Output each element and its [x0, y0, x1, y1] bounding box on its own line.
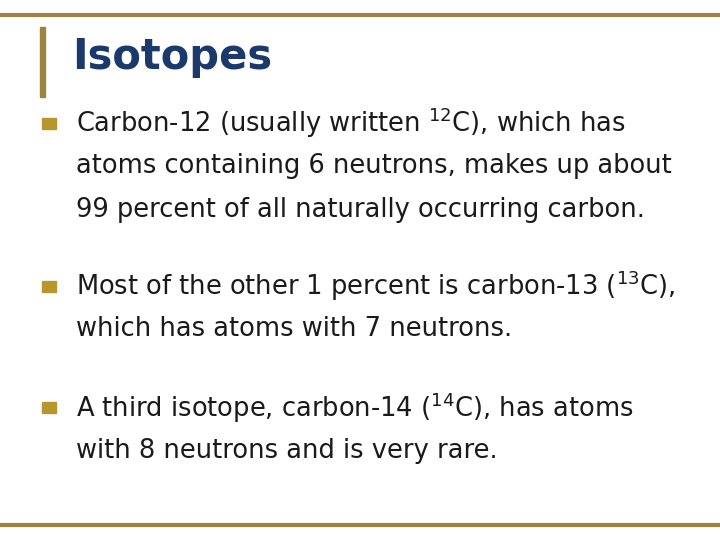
Bar — [42, 281, 56, 292]
Text: Most of the other 1 percent is carbon-13 ($^{13}$C),: Most of the other 1 percent is carbon-13… — [76, 269, 675, 303]
Text: with 8 neutrons and is very rare.: with 8 neutrons and is very rare. — [76, 438, 498, 464]
Text: 99 percent of all naturally occurring carbon.: 99 percent of all naturally occurring ca… — [76, 197, 644, 222]
Bar — [40, 27, 45, 97]
Bar — [42, 118, 56, 129]
Bar — [42, 402, 56, 413]
Text: Isotopes: Isotopes — [72, 36, 272, 78]
Text: which has atoms with 7 neutrons.: which has atoms with 7 neutrons. — [76, 316, 512, 342]
Text: atoms containing 6 neutrons, makes up about: atoms containing 6 neutrons, makes up ab… — [76, 153, 671, 179]
Text: Carbon-12 (usually written $^{12}$C), which has: Carbon-12 (usually written $^{12}$C), wh… — [76, 106, 626, 140]
Text: A third isotope, carbon-14 ($^{14}$C), has atoms: A third isotope, carbon-14 ($^{14}$C), h… — [76, 390, 633, 425]
